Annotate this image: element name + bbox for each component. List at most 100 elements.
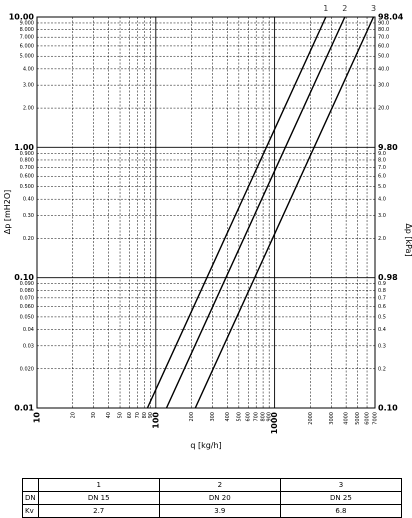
x-tick-label: 700 (254, 412, 260, 422)
y-tick-label-right: 0.3 (378, 343, 386, 349)
curve-3 (194, 16, 375, 409)
y-tick-label-left: 8.000 (20, 27, 34, 33)
y-tick-label-right: 40.0 (378, 66, 389, 72)
x-tick-label: 30 (91, 412, 97, 418)
y-tick-label-right: 30.0 (378, 83, 389, 89)
y-axis-label-right: Δp [kPa] (404, 223, 412, 256)
x-tick-label: 70 (135, 412, 141, 418)
y-tick-label-left: 0.03 (23, 343, 34, 349)
y-tick-label-right: 5.0 (378, 184, 386, 190)
y-tick-label-left: 0.10 (14, 273, 34, 282)
y-tick-label-left: 0.090 (20, 281, 34, 287)
x-tick-label: 600 (246, 412, 252, 422)
y-tick-label-right: 0.2 (378, 366, 386, 372)
curve-labels: 1 2 3 (323, 4, 376, 13)
table-spacer-row (22, 466, 402, 479)
plot-frame (36, 16, 376, 409)
y-tick-label-right: 2.0 (378, 236, 386, 242)
y-tick-label-right: 9.0 (378, 151, 386, 157)
y-tick-label-right: 98.04 (378, 13, 404, 22)
y-tick-label-left: 4.00 (23, 66, 34, 72)
y-tick-label-left: 7.000 (20, 35, 34, 41)
x-tick-label: 1000 (270, 412, 279, 435)
x-tick-label: 4000 (344, 412, 350, 425)
y-tick-label-right: 0.7 (378, 295, 386, 301)
curve-2 (165, 16, 346, 409)
x-tick-label: 90 (148, 412, 154, 418)
y-tick-label-left: 0.700 (20, 165, 34, 171)
x-tick-label: 20 (70, 412, 76, 418)
y-tick-label-right: 90.0 (378, 20, 389, 26)
y-tick-label-left: 0.900 (20, 151, 34, 157)
y-tick-label-right: 0.6 (378, 304, 386, 310)
table-cell: DN 20 (158, 491, 281, 505)
x-tick-label: 100 (151, 412, 160, 429)
x-axis-label: q [kg/h] (190, 441, 221, 450)
y-tick-label-right: 80.0 (378, 27, 389, 33)
table-row-label: Kv (22, 504, 39, 518)
x-tick-label: 800 (261, 412, 267, 422)
y-tick-label-left: 2.00 (23, 106, 34, 112)
y-tick-label-left: 0.30 (23, 213, 34, 219)
table-cell: 3.9 (158, 504, 281, 518)
y-tick-label-right: 0.5 (378, 314, 386, 320)
y-tick-label-right: 6.0 (378, 174, 386, 180)
x-tick-label: 400 (225, 412, 231, 422)
y-tick-label-left: 9.000 (20, 20, 34, 26)
table-row-kv: Kv 2.7 3.9 6.8 (22, 504, 403, 518)
y-tick-label-right: 0.10 (378, 404, 398, 413)
curve-label: 2 (342, 4, 347, 13)
x-tick-label: 50 (118, 412, 124, 418)
y-tick-label-right: 0.4 (378, 327, 386, 333)
grid (37, 17, 375, 408)
y-tick-label-right: 9.80 (378, 143, 398, 152)
y-tick-label-right: 0.8 (378, 288, 386, 294)
y-tick-label-right: 70.0 (378, 35, 389, 41)
y-tick-label-right: 0.9 (378, 281, 386, 287)
table-cell: DN 25 (279, 491, 403, 505)
curve-label: 3 (371, 4, 376, 13)
y-tick-label-left: 0.060 (20, 304, 34, 310)
x-tick-label: 80 (142, 412, 148, 418)
y-tick-label-left: 3.00 (23, 83, 34, 89)
y-tick-label-right: 60.0 (378, 43, 389, 49)
x-tick-label: 200 (189, 412, 195, 422)
x-tick-label: 3000 (329, 412, 335, 425)
table-header-3: 3 (279, 478, 403, 492)
x-tick-label: 900 (267, 412, 273, 422)
y-tick-label-left: 0.40 (23, 197, 34, 203)
y-tick-label-right: 4.0 (378, 197, 386, 203)
y-tick-label-right: 8.0 (378, 157, 386, 163)
table-header-1: 1 (37, 478, 160, 492)
y-tick-label-left: 10.00 (9, 13, 35, 22)
x-tick-label: 40 (106, 412, 112, 418)
y-tick-label-left: 5.000 (20, 54, 34, 60)
kv-table: 1 2 3 DN DN 15 DN 20 DN 25 Kv 2.7 3.9 6.… (22, 466, 403, 518)
y-axis-label-left: Δp [mH2O] (3, 190, 12, 235)
table-row-label: DN (22, 491, 39, 505)
y-tick-label-left: 0.020 (20, 366, 34, 372)
y-tick-label-right: 7.0 (378, 165, 386, 171)
y-tick-label-right: 50.0 (378, 54, 389, 60)
table-header-row: 1 2 3 (22, 478, 403, 492)
y-tick-label-left: 0.600 (20, 174, 34, 180)
y-tick-label-right: 3.0 (378, 213, 386, 219)
x-tick-label: 2000 (308, 412, 314, 425)
y-tick-label-left: 0.070 (20, 295, 34, 301)
y-tick-label-left: 0.080 (20, 288, 34, 294)
x-tick-label: 5000 (355, 412, 361, 425)
curve-1 (146, 16, 327, 409)
x-tick-label: 500 (236, 412, 242, 422)
x-tick-label: 7000 (373, 412, 379, 425)
y-tick-label-left: 0.20 (23, 236, 34, 242)
table-cell: 6.8 (279, 504, 403, 518)
x-tick-label: 6000 (365, 412, 371, 425)
y-tick-label-left: 0.01 (14, 404, 34, 413)
curve-label: 1 (323, 4, 328, 13)
table-corner (22, 478, 39, 492)
y-tick-label-left: 0.500 (20, 184, 34, 190)
x-tick-label: 300 (210, 412, 216, 422)
table-cell: 2.7 (37, 504, 160, 518)
table-row-dn: DN DN 15 DN 20 DN 25 (22, 491, 403, 505)
